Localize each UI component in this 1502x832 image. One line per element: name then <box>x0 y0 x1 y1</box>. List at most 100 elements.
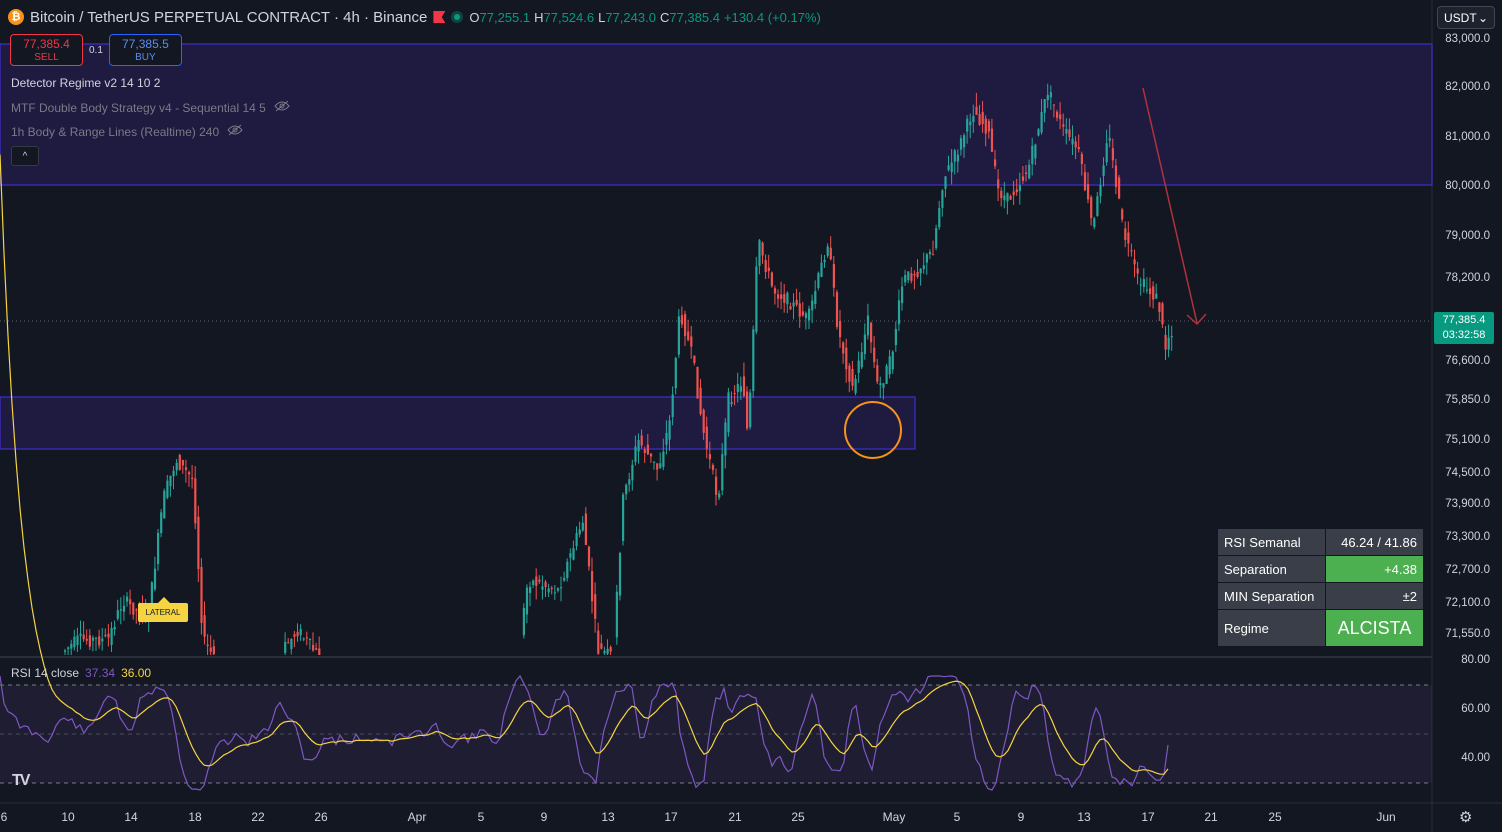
collapse-indicators-button[interactable]: ^ <box>11 146 39 166</box>
candle-body <box>172 470 175 477</box>
candle-body <box>175 462 178 471</box>
indicator-regime[interactable]: Detector Regime v2 14 10 2 <box>11 76 161 90</box>
symbol-title[interactable]: Bitcoin / TetherUS PERPETUAL CONTRACT · … <box>30 8 428 26</box>
price-tick-label: 81,000.0 <box>1445 131 1490 143</box>
candle-body <box>150 582 153 609</box>
candle-body <box>659 463 662 468</box>
candle-body <box>206 644 209 646</box>
candle-body <box>786 292 789 305</box>
candle-body <box>1074 141 1077 148</box>
time-tick-label: 17 <box>664 810 678 824</box>
candle-body <box>662 451 665 467</box>
candle-body <box>944 176 947 189</box>
rsi-legend[interactable]: RSI 14 close 37.34 36.00 <box>11 666 152 680</box>
candle-body <box>789 306 792 310</box>
candle-body <box>1102 165 1105 176</box>
candle-body <box>197 516 200 570</box>
candle-body <box>572 548 575 560</box>
candle-body <box>975 106 978 115</box>
candle-body <box>625 484 628 495</box>
buy-button[interactable]: 77,385.5 BUY <box>108 34 182 66</box>
candle-body <box>665 432 668 445</box>
hidden-eye-icon[interactable] <box>227 124 243 139</box>
candle-body <box>718 493 721 498</box>
candle-body <box>932 254 935 256</box>
sell-button[interactable]: 77,385.4 SELL <box>10 34 83 66</box>
candle-body <box>984 118 987 134</box>
candle-body <box>1025 172 1028 174</box>
candle-body <box>1121 209 1124 220</box>
candle-body <box>1046 95 1049 101</box>
candle-body <box>532 580 535 585</box>
candle-body <box>894 329 897 346</box>
indicator-mtf[interactable]: MTF Double Body Strategy v4 - Sequential… <box>11 100 290 115</box>
candle-body <box>188 472 191 475</box>
time-tick-label: 5 <box>953 810 961 824</box>
candle-body <box>684 314 687 336</box>
candle-body <box>1149 288 1152 295</box>
candle-body <box>1118 177 1121 199</box>
candle-body <box>1136 268 1139 274</box>
candle-body <box>919 268 922 274</box>
candle-body <box>1006 192 1009 202</box>
candle-body <box>299 629 302 636</box>
candle-body <box>107 633 110 638</box>
candle-body <box>727 392 730 433</box>
price-tick-label: 78,200.0 <box>1445 272 1490 284</box>
gear-icon[interactable]: ⚙ <box>1459 809 1473 826</box>
time-tick-label: 13 <box>1077 810 1091 824</box>
candle-body <box>1170 336 1173 338</box>
candle-body <box>178 454 181 470</box>
candle-body <box>88 635 91 647</box>
candle-body <box>832 264 835 288</box>
candle-body <box>888 356 891 375</box>
candle-body <box>628 479 631 485</box>
candle-series <box>64 83 1173 655</box>
rsi-tick-label: 40.00 <box>1461 752 1490 764</box>
candle-body <box>110 627 113 646</box>
candle-body <box>203 615 206 637</box>
candle-body <box>674 358 677 389</box>
flag-icon[interactable] <box>433 11 446 23</box>
candle-body <box>777 294 780 299</box>
time-tick-label: 21 <box>728 810 742 824</box>
candle-body <box>767 267 770 272</box>
candle-body <box>963 135 966 148</box>
candle-body <box>823 259 826 263</box>
candle-body <box>1108 138 1111 141</box>
candle-body <box>566 561 569 579</box>
candle-body <box>191 477 194 480</box>
candle-body <box>631 464 634 481</box>
candle-body <box>842 342 845 354</box>
candle-body <box>950 162 953 173</box>
candle-body <box>1018 185 1021 192</box>
candle-body <box>693 355 696 363</box>
candle-body <box>640 435 643 446</box>
candle-body <box>181 460 184 466</box>
time-tick-label: 14 <box>124 810 138 824</box>
hidden-eye-icon[interactable] <box>274 100 290 115</box>
candle-body <box>113 626 116 630</box>
candle-body <box>584 513 587 545</box>
chevron-up-icon: ^ <box>22 150 28 162</box>
currency-selector[interactable]: USDT ⌄ <box>1437 6 1495 29</box>
candle-body <box>653 461 656 463</box>
candle-body <box>1059 114 1062 120</box>
candle-body <box>1087 184 1090 200</box>
candle-body <box>897 300 901 325</box>
candle-body <box>1145 289 1149 291</box>
indicator-body-range[interactable]: 1h Body & Range Lines (Realtime) 240 <box>11 124 243 139</box>
time-tick-label: 22 <box>251 810 265 824</box>
candle-body <box>615 591 618 638</box>
market-open-icon <box>451 11 464 23</box>
tradingview-logo[interactable]: TV <box>12 772 31 789</box>
candle-body <box>1052 104 1056 106</box>
rsi-tick-label: 60.00 <box>1461 703 1490 715</box>
rsi-ma-line <box>0 154 1169 775</box>
candle-body <box>581 522 584 531</box>
candle-body <box>1009 195 1012 200</box>
candle-body <box>1028 164 1031 179</box>
price-tick-label: 72,100.0 <box>1445 597 1490 609</box>
